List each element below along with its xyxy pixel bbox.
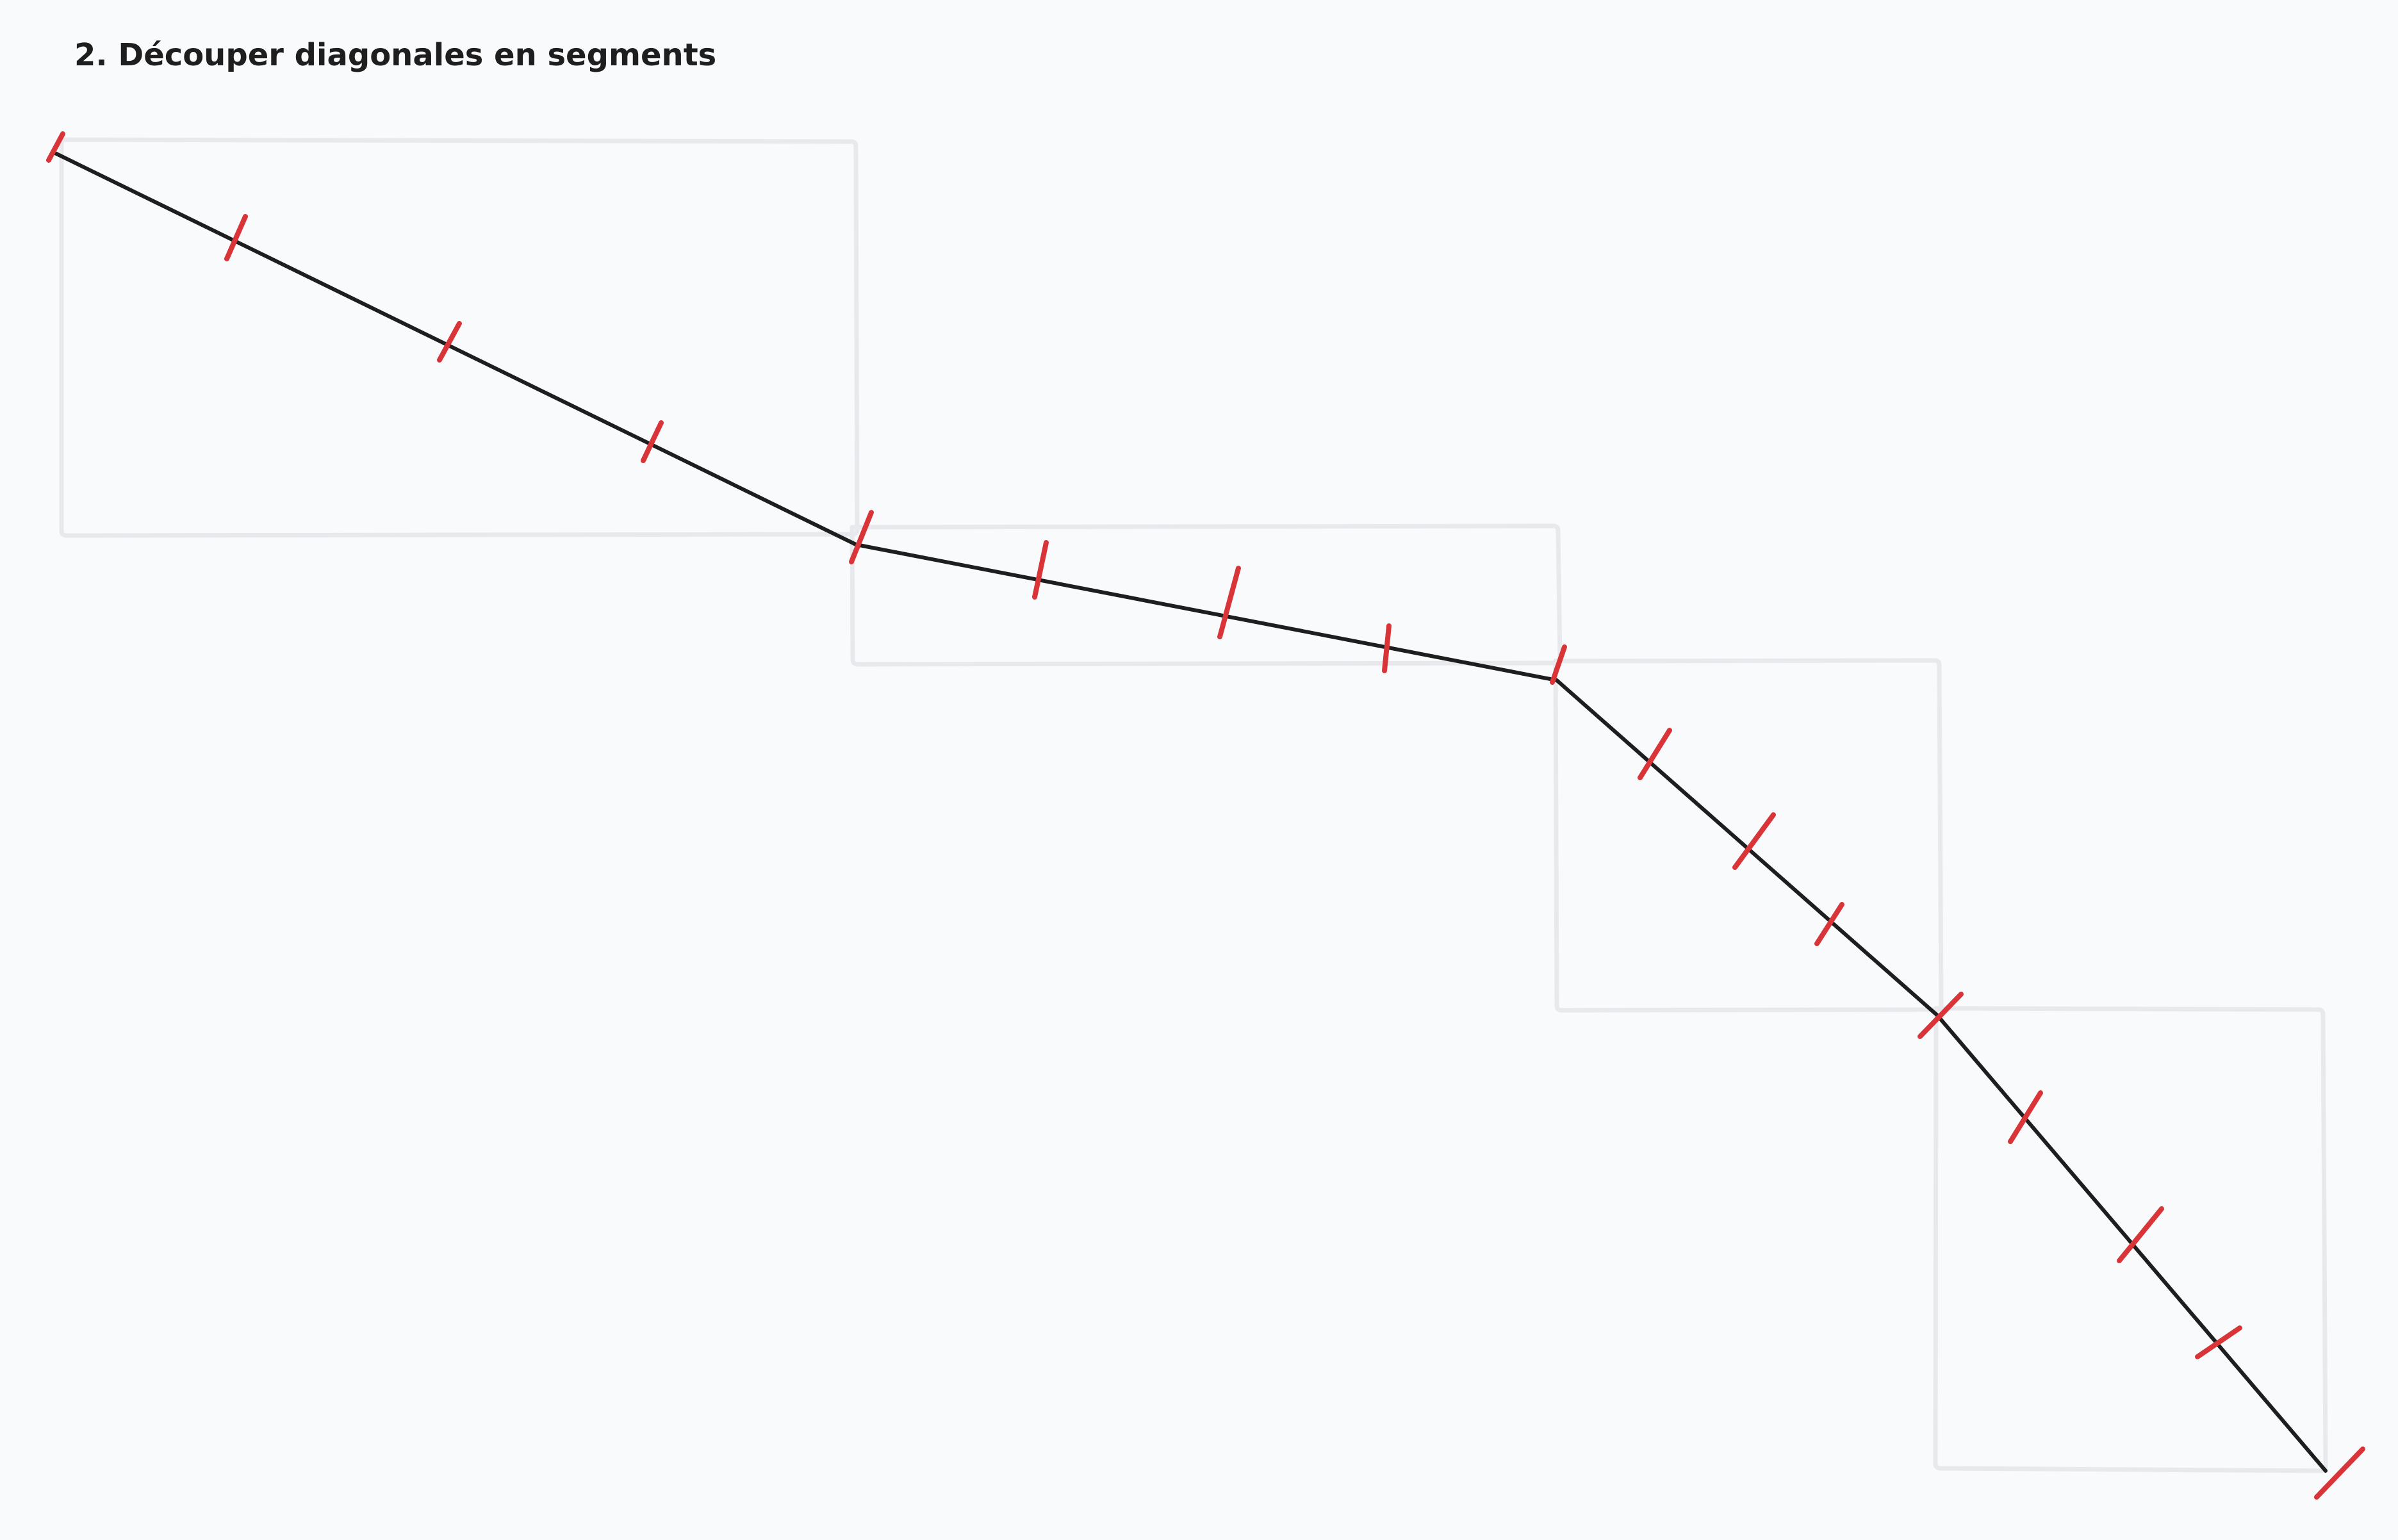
rectangle-1[interactable] (59, 137, 860, 538)
tick-mark (1638, 728, 1672, 780)
tick-mark (1217, 566, 1241, 639)
tick-mark (46, 131, 65, 163)
tick-mark (2008, 1090, 2043, 1144)
tick-mark (1918, 992, 1964, 1039)
rectangle-2[interactable] (850, 523, 1563, 667)
diagonal-path[interactable] (53, 151, 2328, 1473)
rectangles (59, 137, 2328, 1473)
tick-mark (1550, 644, 1567, 685)
segment-ticks (46, 131, 2365, 1500)
tick-mark (849, 510, 874, 564)
tick-mark (641, 420, 664, 463)
tick-mark (437, 321, 462, 363)
rectangle-3[interactable] (1553, 658, 1944, 1013)
page-title: 2. Découper diagonales en segments (74, 37, 717, 73)
tick-mark (1382, 623, 1392, 673)
tick-mark (2117, 1206, 2164, 1263)
tick-mark (2195, 1325, 2242, 1359)
tick-mark (1732, 812, 1776, 870)
tick-mark (1032, 540, 1049, 600)
tick-mark (2314, 1446, 2365, 1500)
tick-mark (224, 214, 248, 261)
tick-mark (1814, 902, 1844, 946)
